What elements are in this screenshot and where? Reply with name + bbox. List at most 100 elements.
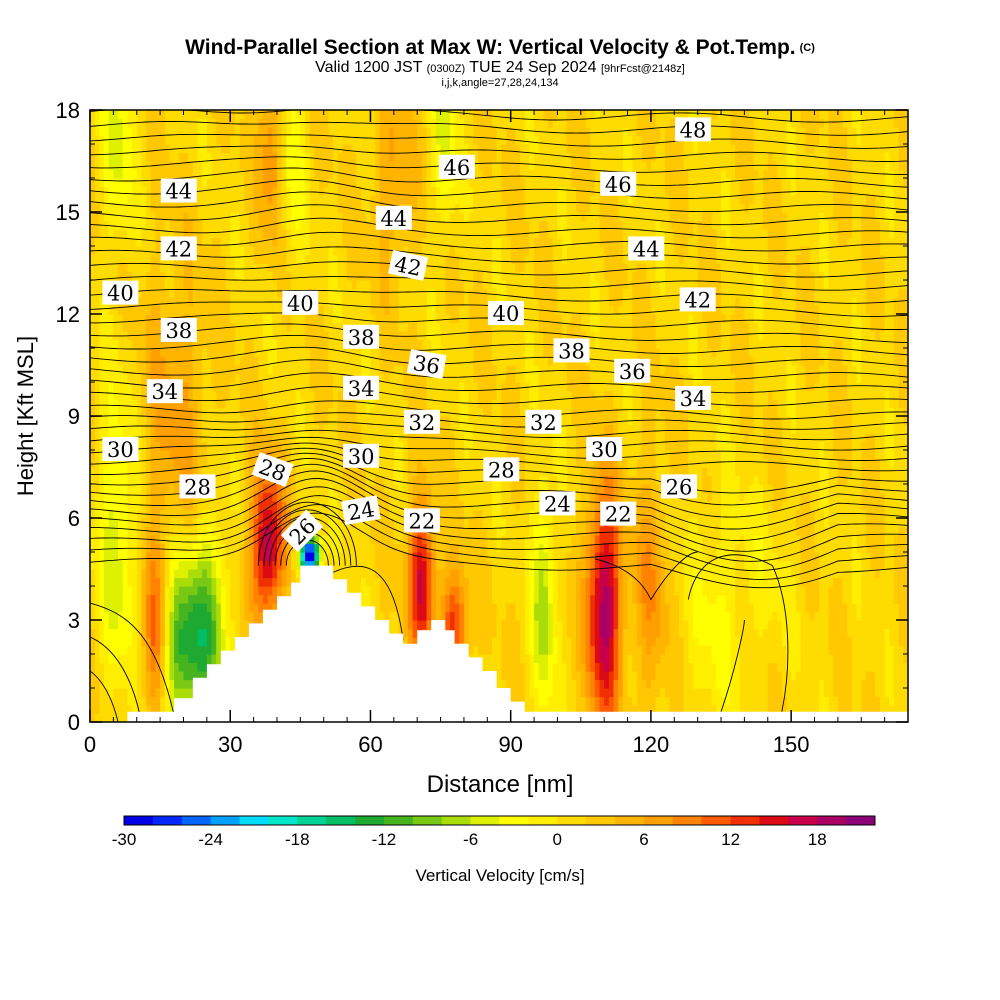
title-block: Wind-Parallel Section at Max W: Vertical…	[0, 36, 1000, 89]
velocity-cell	[576, 535, 582, 545]
velocity-cell	[842, 526, 848, 536]
velocity-cell	[477, 518, 484, 528]
velocity-cell	[164, 492, 171, 502]
velocity-cell	[697, 628, 703, 638]
velocity-cell	[744, 577, 750, 587]
velocity-cell	[608, 620, 615, 630]
velocity-cell	[707, 577, 713, 587]
velocity-cell	[678, 620, 685, 630]
velocity-cell	[777, 492, 783, 502]
velocity-cell	[702, 620, 708, 630]
velocity-cell	[529, 543, 535, 553]
velocity-cell	[417, 577, 423, 587]
velocity-cell	[604, 654, 610, 664]
velocity-cell	[903, 645, 908, 655]
velocity-cell	[491, 645, 498, 655]
velocity-cell	[552, 705, 559, 715]
velocity-cell	[146, 628, 152, 638]
velocity-cell	[108, 535, 114, 545]
velocity-cell	[716, 603, 722, 613]
velocity-cell	[118, 509, 124, 519]
velocity-cell	[674, 535, 680, 545]
velocity-cell	[127, 628, 133, 638]
velocity-cell	[515, 484, 521, 494]
velocity-cell	[903, 560, 908, 570]
velocity-cell	[379, 484, 386, 494]
velocity-cell	[206, 501, 213, 511]
velocity-cell	[557, 518, 563, 528]
velocity-cell	[884, 586, 890, 596]
velocity-cell	[99, 645, 105, 655]
velocity-cell	[786, 603, 792, 613]
velocity-cell	[739, 637, 745, 647]
velocity-cell	[389, 586, 395, 596]
velocity-cell	[132, 645, 138, 655]
velocity-cell	[501, 637, 507, 647]
velocity-cell	[412, 594, 418, 604]
velocity-cell	[618, 696, 624, 706]
velocity-cell	[468, 484, 474, 494]
velocity-cell	[431, 492, 437, 502]
velocity-cell	[94, 577, 100, 587]
velocity-cell	[590, 526, 596, 536]
velocity-cell	[543, 645, 549, 655]
velocity-cell	[879, 654, 886, 664]
velocity-cell	[104, 484, 110, 494]
velocity-cell	[506, 671, 512, 681]
velocity-cell	[833, 628, 839, 638]
velocity-cell	[646, 611, 652, 621]
velocity-cell	[800, 662, 806, 672]
velocity-cell	[809, 679, 816, 689]
velocity-cell	[459, 577, 465, 587]
velocity-cell	[749, 688, 755, 698]
velocity-cell	[127, 535, 133, 545]
velocity-cell	[674, 688, 680, 698]
velocity-cell	[132, 671, 138, 681]
velocity-cell	[398, 569, 404, 579]
velocity-cell	[491, 526, 498, 536]
velocity-cell	[174, 569, 180, 579]
velocity-cell	[669, 611, 675, 621]
velocity-cell	[814, 577, 820, 587]
velocity-cell	[426, 594, 432, 604]
velocity-cell	[875, 688, 881, 698]
velocity-cell	[618, 543, 624, 553]
velocity-cell	[585, 654, 591, 664]
velocity-cell	[618, 569, 624, 579]
velocity-cell	[692, 526, 699, 536]
velocity-cell	[777, 645, 783, 655]
velocity-cell	[323, 492, 329, 502]
velocity-cell	[702, 518, 708, 528]
velocity-cell	[361, 526, 367, 536]
velocity-cell	[795, 484, 802, 494]
velocity-cell	[99, 475, 105, 485]
velocity-cell	[506, 509, 512, 519]
velocity-cell	[678, 696, 685, 706]
velocity-cell	[819, 594, 825, 604]
velocity-cell	[239, 535, 245, 545]
velocity-cell	[113, 552, 119, 562]
velocity-cell	[566, 569, 573, 579]
velocity-cell	[674, 705, 680, 715]
velocity-cell	[132, 688, 138, 698]
velocity-cell	[239, 620, 245, 630]
velocity-cell	[169, 560, 175, 570]
velocity-cell	[884, 526, 890, 536]
velocity-cell	[361, 560, 367, 570]
velocity-cell	[674, 577, 680, 587]
velocity-cell	[753, 492, 760, 502]
velocity-cell	[571, 603, 577, 613]
velocity-cell	[674, 611, 680, 621]
velocity-cell	[763, 637, 769, 647]
velocity-cell	[585, 535, 591, 545]
velocity-cell	[594, 501, 601, 511]
velocity-cell	[281, 569, 287, 579]
velocity-cell	[861, 688, 867, 698]
velocity-cell	[496, 535, 502, 545]
velocity-cell	[823, 594, 830, 604]
velocity-cell	[118, 535, 124, 545]
velocity-cell	[702, 679, 708, 689]
velocity-cell	[132, 569, 138, 579]
velocity-cell	[515, 552, 521, 562]
velocity-cell	[805, 518, 811, 528]
